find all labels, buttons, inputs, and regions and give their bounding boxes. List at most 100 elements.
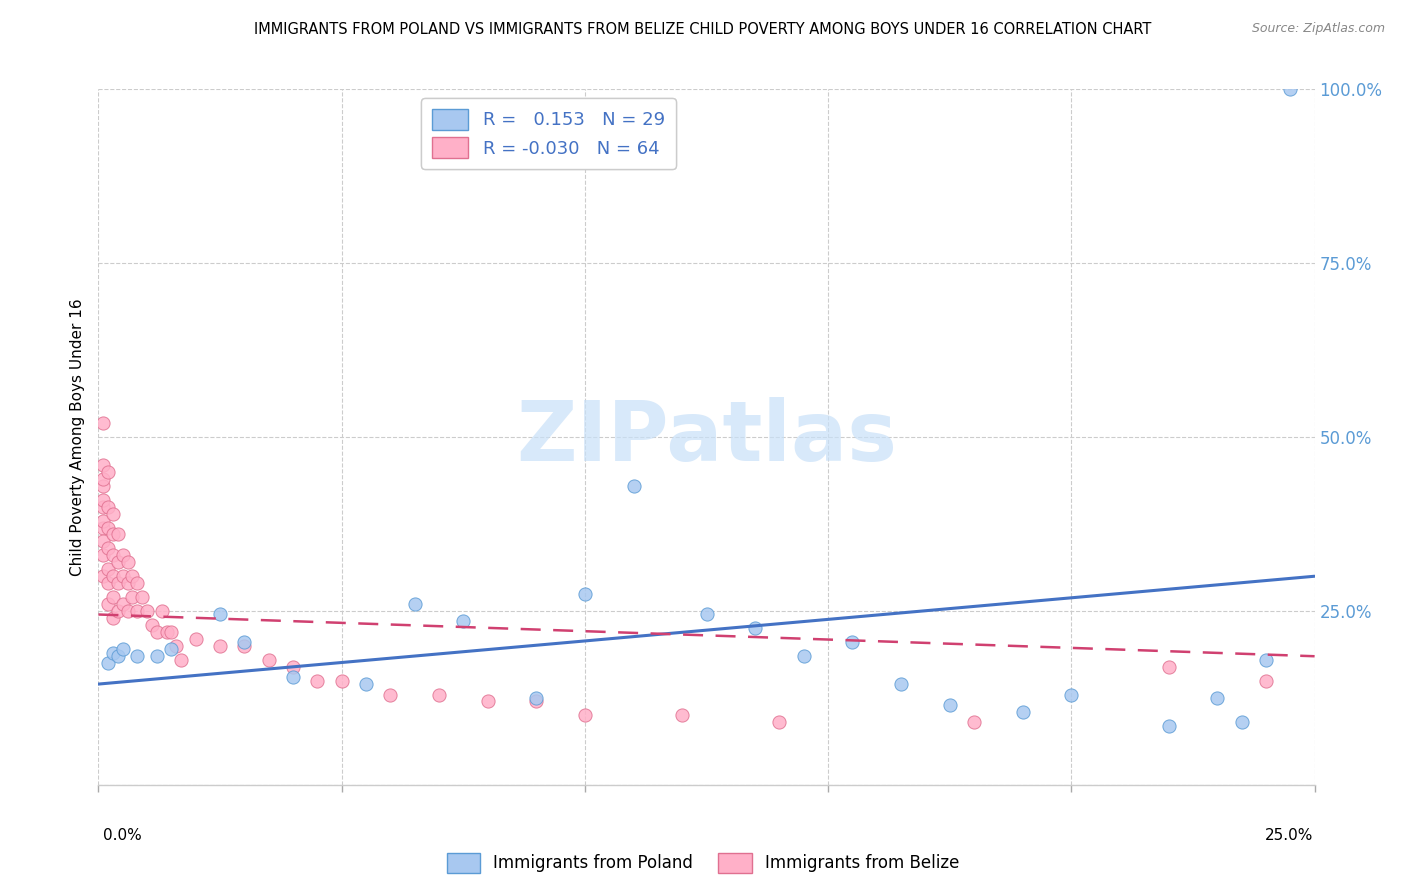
- Point: [101, 646, 124, 660]
- Legend: R =   0.153   N = 29, R = -0.030   N = 64: R = 0.153 N = 29, R = -0.030 N = 64: [422, 98, 676, 169]
- Point: [97, 541, 120, 556]
- Point: [146, 649, 169, 664]
- Point: [354, 677, 377, 691]
- Point: [97, 657, 120, 671]
- Point: [1157, 659, 1180, 673]
- Point: [150, 604, 173, 618]
- Point: [91, 514, 114, 528]
- Point: [91, 534, 114, 549]
- Point: [209, 607, 232, 622]
- Point: [1230, 715, 1253, 730]
- Y-axis label: Child Poverty Among Boys Under 16: Child Poverty Among Boys Under 16: [70, 298, 86, 576]
- Point: [1157, 719, 1180, 733]
- Point: [91, 500, 114, 514]
- Point: [141, 618, 163, 632]
- Point: [939, 698, 962, 712]
- Point: [427, 688, 450, 702]
- Point: [1279, 82, 1302, 96]
- Point: [101, 569, 124, 583]
- Point: [963, 715, 986, 730]
- Point: [1206, 690, 1229, 705]
- Point: [107, 555, 129, 569]
- Point: [453, 615, 475, 629]
- Point: [281, 670, 304, 684]
- Point: [281, 659, 304, 673]
- Point: [1254, 653, 1277, 667]
- Point: [233, 635, 256, 649]
- Point: [890, 677, 912, 691]
- Point: [233, 639, 256, 653]
- Point: [101, 611, 124, 625]
- Point: [111, 642, 134, 657]
- Point: [160, 642, 183, 657]
- Point: [696, 607, 718, 622]
- Point: [101, 590, 124, 604]
- Point: [136, 604, 159, 618]
- Point: [1011, 705, 1033, 719]
- Point: [623, 479, 645, 493]
- Point: [91, 492, 114, 507]
- Point: [841, 635, 863, 649]
- Point: [117, 555, 139, 569]
- Point: [111, 569, 134, 583]
- Point: [97, 597, 120, 611]
- Point: [91, 549, 114, 563]
- Point: [768, 715, 790, 730]
- Point: [107, 576, 129, 591]
- Point: [91, 458, 114, 472]
- Point: [107, 604, 129, 618]
- Point: [307, 673, 329, 688]
- Point: [91, 416, 114, 430]
- Point: [131, 590, 153, 604]
- Text: 25.0%: 25.0%: [1265, 828, 1313, 843]
- Point: [574, 708, 596, 723]
- Point: [330, 673, 353, 688]
- Point: [121, 590, 143, 604]
- Point: [380, 688, 402, 702]
- Point: [101, 527, 124, 541]
- Point: [107, 649, 129, 664]
- Point: [127, 649, 149, 664]
- Text: Source: ZipAtlas.com: Source: ZipAtlas.com: [1251, 22, 1385, 36]
- Point: [101, 549, 124, 563]
- Point: [793, 649, 815, 664]
- Point: [117, 576, 139, 591]
- Point: [101, 507, 124, 521]
- Point: [97, 465, 120, 479]
- Point: [209, 639, 232, 653]
- Point: [404, 597, 426, 611]
- Text: ZIPatlas: ZIPatlas: [516, 397, 897, 477]
- Point: [111, 597, 134, 611]
- Point: [170, 653, 193, 667]
- Point: [146, 624, 169, 639]
- Point: [165, 639, 187, 653]
- Point: [97, 562, 120, 576]
- Point: [257, 653, 280, 667]
- Point: [1254, 673, 1277, 688]
- Point: [1060, 688, 1083, 702]
- Point: [155, 624, 177, 639]
- Point: [127, 604, 149, 618]
- Point: [671, 708, 693, 723]
- Legend: Immigrants from Poland, Immigrants from Belize: Immigrants from Poland, Immigrants from …: [440, 847, 966, 880]
- Point: [97, 576, 120, 591]
- Point: [91, 479, 114, 493]
- Point: [97, 500, 120, 514]
- Point: [477, 694, 499, 708]
- Point: [160, 624, 183, 639]
- Point: [91, 569, 114, 583]
- Point: [117, 604, 139, 618]
- Point: [127, 576, 149, 591]
- Point: [121, 569, 143, 583]
- Point: [524, 690, 547, 705]
- Point: [744, 621, 766, 635]
- Point: [524, 694, 547, 708]
- Point: [574, 587, 596, 601]
- Point: [91, 520, 114, 534]
- Point: [107, 527, 129, 541]
- Point: [111, 549, 134, 563]
- Point: [97, 520, 120, 534]
- Point: [91, 472, 114, 486]
- Point: [184, 632, 207, 646]
- Text: IMMIGRANTS FROM POLAND VS IMMIGRANTS FROM BELIZE CHILD POVERTY AMONG BOYS UNDER : IMMIGRANTS FROM POLAND VS IMMIGRANTS FRO…: [254, 22, 1152, 37]
